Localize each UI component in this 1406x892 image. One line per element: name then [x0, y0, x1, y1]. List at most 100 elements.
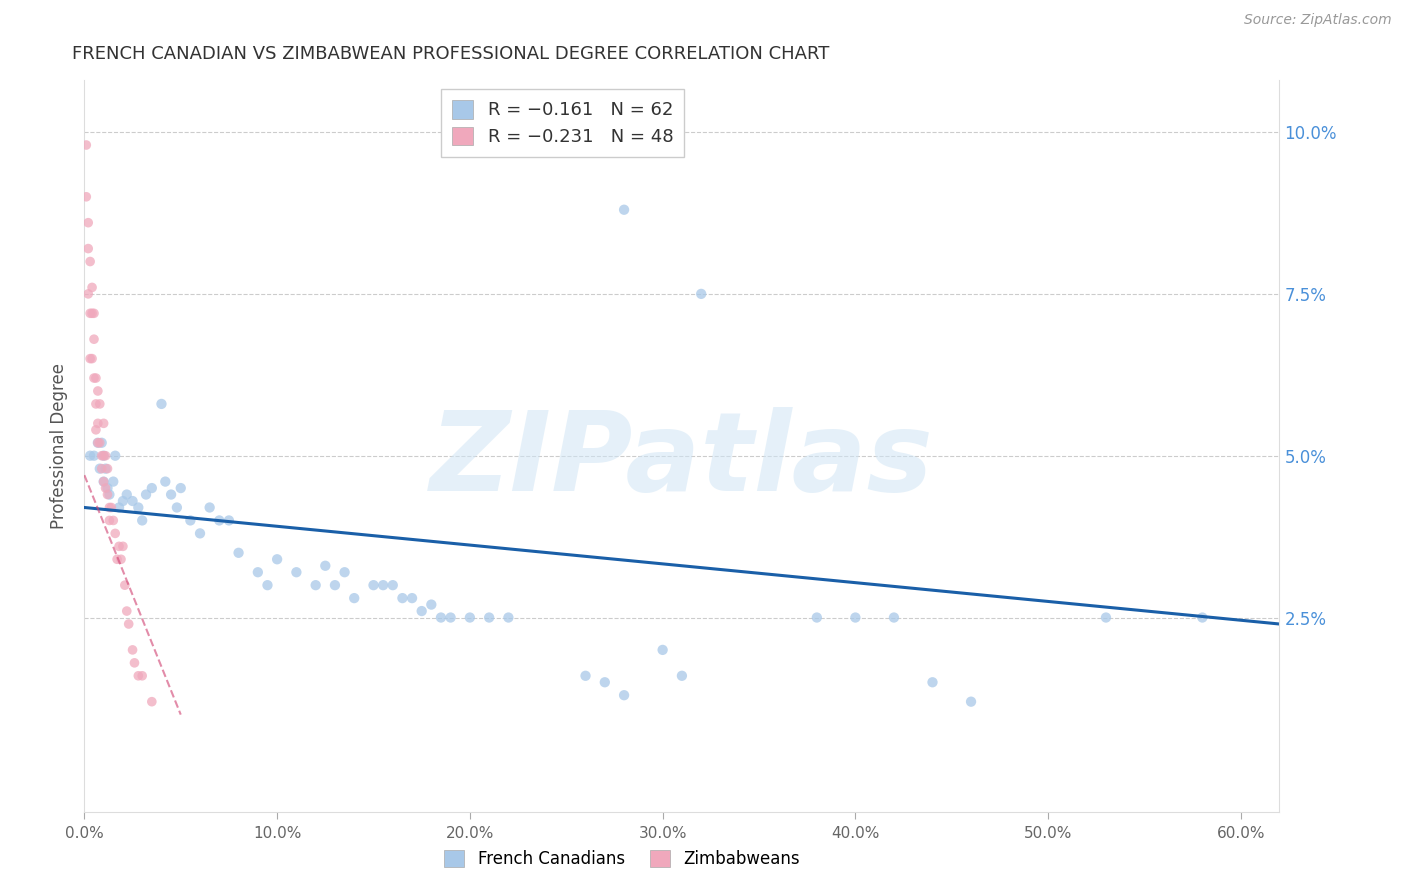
- Point: [77, 216, 100, 230]
- Point: [98, 487, 121, 501]
- Point: [323, 578, 346, 592]
- Point: [593, 675, 616, 690]
- Point: [118, 617, 141, 632]
- Text: FRENCH CANADIAN VS ZIMBABWEAN PROFESSIONAL DEGREE CORRELATION CHART: FRENCH CANADIAN VS ZIMBABWEAN PROFESSION…: [73, 45, 830, 63]
- Point: [363, 578, 385, 592]
- Point: [108, 500, 131, 515]
- Point: [98, 500, 121, 515]
- Point: [127, 500, 149, 515]
- Point: [844, 610, 866, 624]
- Point: [124, 656, 146, 670]
- Point: [806, 610, 828, 624]
- Point: [80, 351, 103, 366]
- Point: [574, 669, 596, 683]
- Point: [103, 513, 125, 527]
- Point: [105, 552, 128, 566]
- Point: [381, 578, 404, 592]
- Point: [131, 669, 153, 683]
- Point: [79, 306, 101, 320]
- Point: [371, 578, 394, 592]
- Point: [115, 604, 138, 618]
- Point: [960, 695, 983, 709]
- Point: [671, 669, 693, 683]
- Y-axis label: Professional Degree: Professional Degree: [49, 363, 67, 529]
- Point: [256, 578, 278, 592]
- Point: [93, 417, 115, 431]
- Point: [391, 591, 413, 606]
- Point: [84, 397, 107, 411]
- Point: [179, 513, 201, 527]
- Point: [115, 487, 138, 501]
- Point: [94, 481, 117, 495]
- Point: [87, 417, 110, 431]
- Point: [314, 558, 336, 573]
- Point: [188, 526, 211, 541]
- Point: [83, 449, 105, 463]
- Point: [90, 435, 112, 450]
- Point: [439, 610, 461, 624]
- Point: [246, 566, 269, 580]
- Point: [83, 306, 105, 320]
- Point: [80, 306, 103, 320]
- Point: [420, 598, 443, 612]
- Point: [498, 610, 520, 624]
- Point: [883, 610, 905, 624]
- Point: [79, 449, 101, 463]
- Point: [103, 475, 125, 489]
- Point: [94, 461, 117, 475]
- Point: [613, 202, 636, 217]
- Point: [87, 384, 110, 398]
- Point: [111, 539, 134, 553]
- Point: [198, 500, 221, 515]
- Point: [93, 475, 115, 489]
- Point: [651, 643, 673, 657]
- Point: [75, 138, 97, 153]
- Point: [430, 610, 453, 624]
- Point: [343, 591, 366, 606]
- Point: [93, 475, 115, 489]
- Point: [83, 371, 105, 385]
- Point: [111, 494, 134, 508]
- Point: [150, 397, 173, 411]
- Point: [79, 351, 101, 366]
- Point: [84, 423, 107, 437]
- Point: [921, 675, 943, 690]
- Point: [108, 539, 131, 553]
- Point: [87, 435, 110, 450]
- Point: [208, 513, 231, 527]
- Point: [98, 513, 121, 527]
- Point: [87, 435, 110, 450]
- Legend: French Canadians, Zimbabweans: French Canadians, Zimbabweans: [436, 842, 808, 877]
- Point: [83, 332, 105, 346]
- Point: [89, 435, 111, 450]
- Point: [90, 461, 112, 475]
- Point: [104, 526, 127, 541]
- Point: [166, 500, 188, 515]
- Point: [155, 475, 177, 489]
- Text: Source: ZipAtlas.com: Source: ZipAtlas.com: [1244, 13, 1392, 28]
- Point: [613, 688, 636, 702]
- Point: [411, 604, 433, 618]
- Point: [266, 552, 288, 566]
- Point: [75, 190, 97, 204]
- Point: [80, 280, 103, 294]
- Point: [100, 500, 122, 515]
- Point: [96, 481, 118, 495]
- Point: [1191, 610, 1213, 624]
- Point: [110, 552, 132, 566]
- Point: [84, 371, 107, 385]
- Point: [77, 242, 100, 256]
- Point: [94, 449, 117, 463]
- Point: [114, 578, 136, 592]
- Point: [285, 566, 308, 580]
- Point: [121, 643, 143, 657]
- Point: [131, 513, 153, 527]
- Point: [93, 449, 115, 463]
- Point: [90, 449, 112, 463]
- Point: [333, 566, 356, 580]
- Text: ZIPatlas: ZIPatlas: [430, 407, 934, 514]
- Point: [1095, 610, 1118, 624]
- Point: [77, 286, 100, 301]
- Point: [104, 449, 127, 463]
- Point: [160, 487, 183, 501]
